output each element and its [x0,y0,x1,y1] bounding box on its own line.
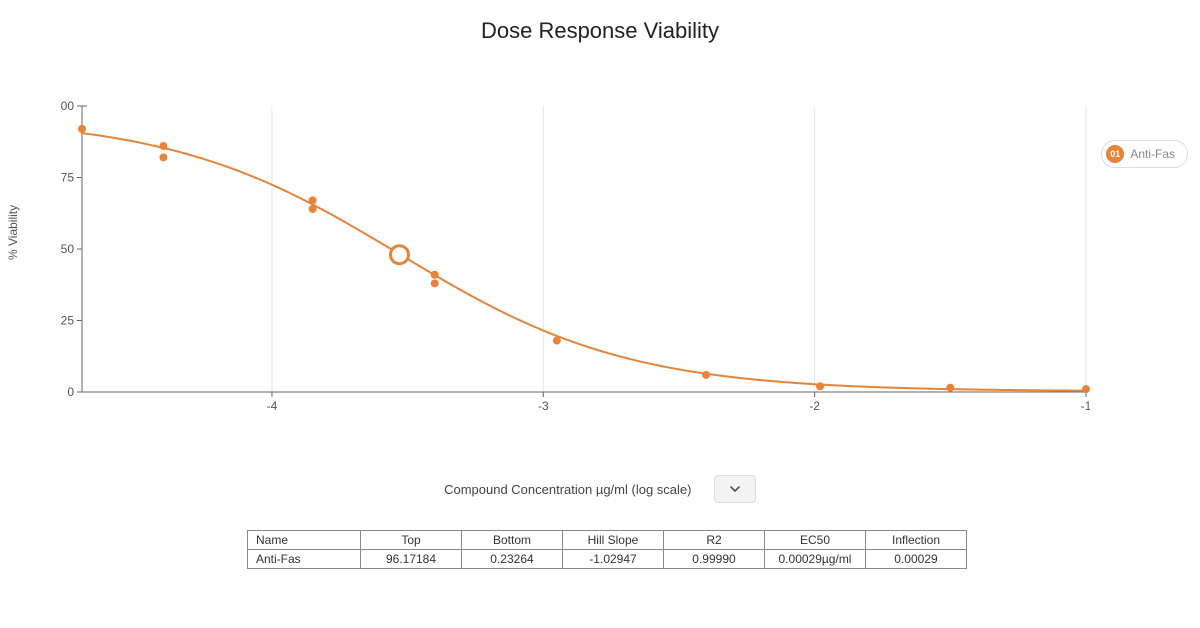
svg-text:0: 0 [67,385,74,399]
table-cell: 0.00029 [866,550,967,569]
table-header-cell: Top [361,531,462,550]
chart-title: Dose Response Viability [0,0,1200,44]
svg-text:-1: -1 [1081,399,1090,413]
table-row: Anti-Fas96.171840.23264-1.029470.999900.… [248,550,967,569]
dose-response-chart: 0 25 50 75 100 -4 -3 -2 -1 [60,100,1090,420]
fit-parameters-table: NameTopBottomHill SlopeR2EC50Inflection … [247,530,967,569]
legend-dot-icon: 01 [1106,145,1124,163]
table-header-row: NameTopBottomHill SlopeR2EC50Inflection [248,531,967,550]
table-header-cell: Inflection [866,531,967,550]
table-header-cell: R2 [664,531,765,550]
svg-text:75: 75 [61,171,75,185]
legend-badge-number: 01 [1110,149,1120,159]
y-axis-label: % Viability [6,205,20,260]
table-cell: Anti-Fas [248,550,361,569]
table-header-cell: Name [248,531,361,550]
table-cell: 96.17184 [361,550,462,569]
table-header-cell: Hill Slope [563,531,664,550]
svg-text:50: 50 [61,242,75,256]
table-cell: 0.99990 [664,550,765,569]
table-header-cell: Bottom [462,531,563,550]
x-axis-dropdown-button[interactable] [714,475,756,503]
svg-text:100: 100 [60,100,74,113]
svg-text:-4: -4 [267,399,278,413]
table-cell: 0.00029µg/ml [765,550,866,569]
svg-text:-2: -2 [809,399,820,413]
table-header-cell: EC50 [765,531,866,550]
x-axis-label: Compound Concentration µg/ml (log scale) [444,482,691,497]
table-cell: 0.23264 [462,550,563,569]
chart-area: 0 25 50 75 100 -4 -3 -2 -1 [30,100,1090,420]
chevron-down-icon [729,483,741,495]
table-cell: -1.02947 [563,550,664,569]
legend-label: Anti-Fas [1130,147,1175,161]
svg-text:25: 25 [61,314,75,328]
legend-item-anti-fas[interactable]: 01 Anti-Fas [1101,140,1188,168]
svg-text:-3: -3 [538,399,549,413]
